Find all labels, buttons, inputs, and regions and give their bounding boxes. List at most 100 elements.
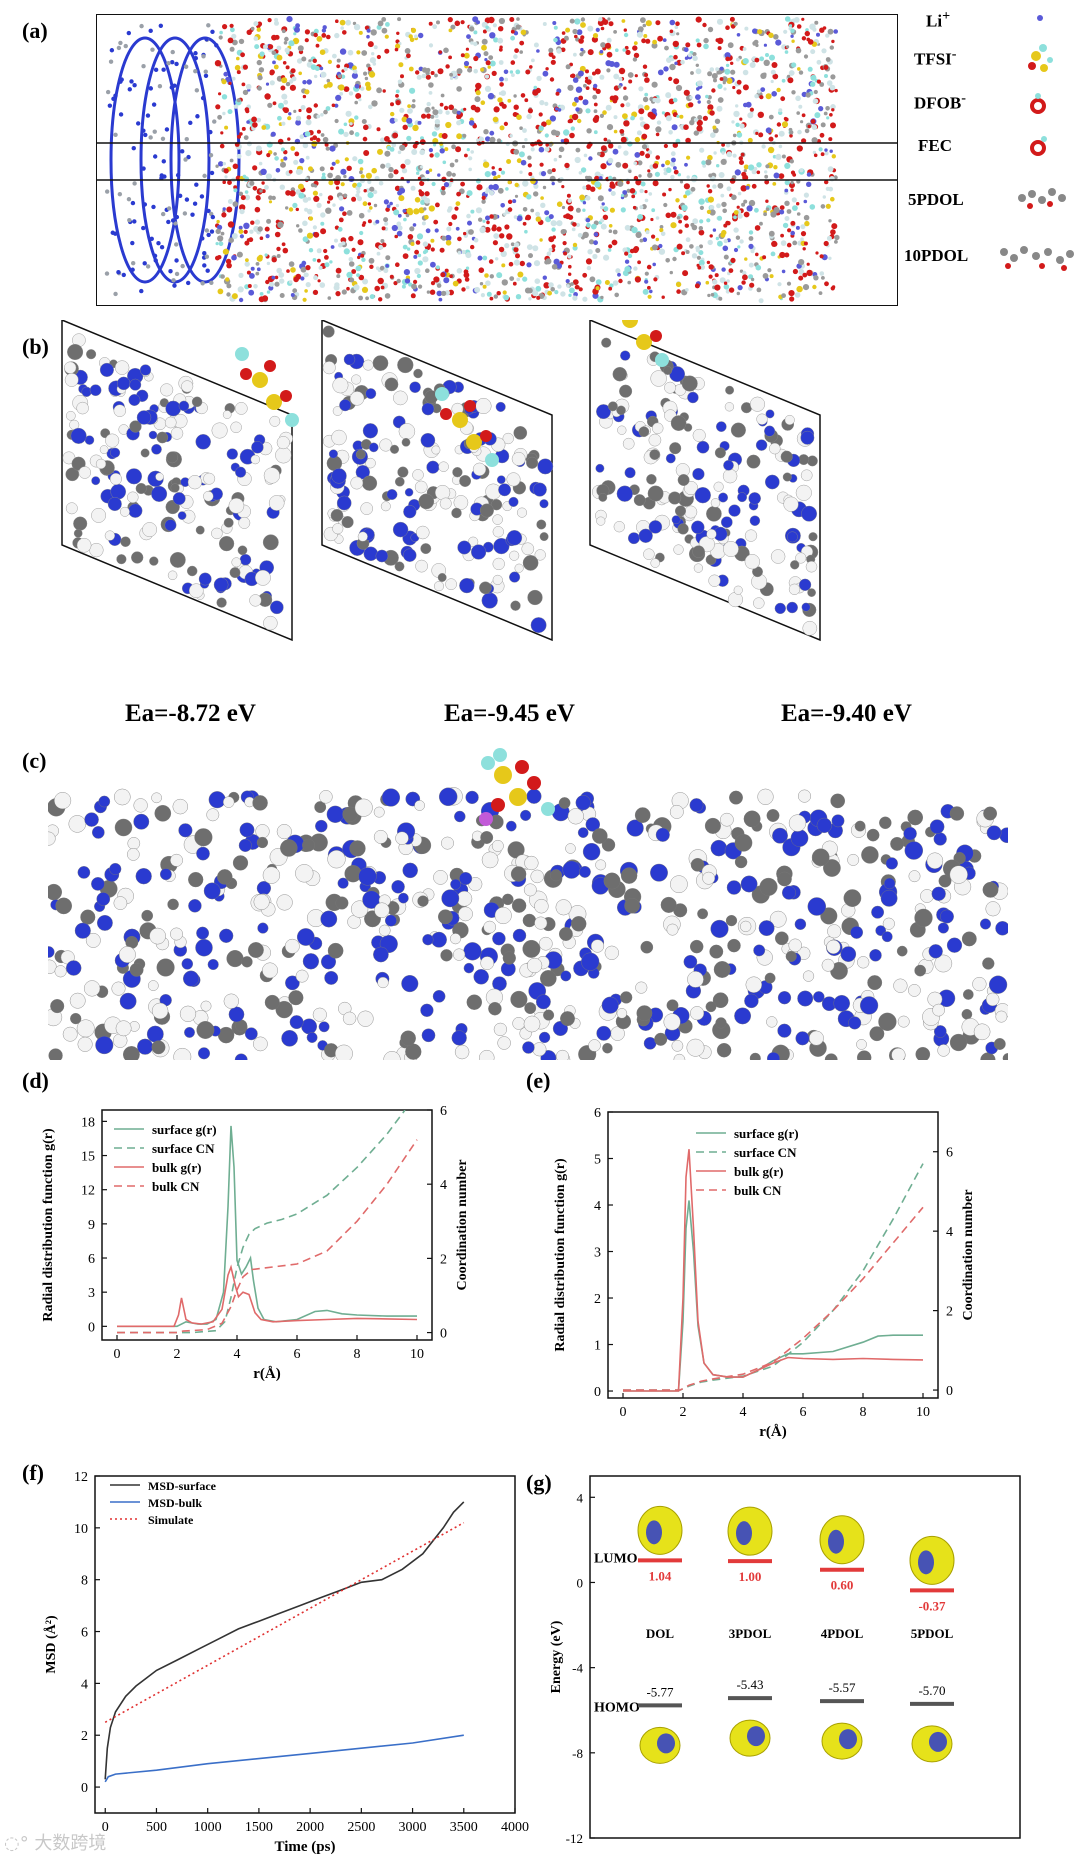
- electrolyte-atom: [698, 198, 705, 205]
- electrolyte-atom: [354, 83, 360, 89]
- electrolyte-atom: [582, 208, 586, 212]
- cof-atom: [118, 79, 123, 84]
- electrolyte-atom: [244, 194, 251, 201]
- electrolyte-atom: [273, 152, 277, 156]
- slab-atom: [640, 940, 654, 954]
- slab-atom: [170, 853, 183, 867]
- electrolyte-atom: [355, 265, 362, 272]
- electrolyte-atom: [331, 161, 336, 166]
- electrolyte-atom: [376, 54, 381, 60]
- electrolyte-atom: [760, 87, 766, 92]
- electrolyte-atom: [717, 37, 724, 44]
- framework-atom: [328, 449, 338, 459]
- electrolyte-atom: [215, 164, 219, 168]
- electrolyte-atom: [754, 57, 760, 63]
- electrolyte-atom: [769, 54, 775, 61]
- electrolyte-atom: [227, 180, 232, 186]
- slab-atom: [555, 899, 572, 916]
- electrolyte-atom: [515, 253, 520, 259]
- electrolyte-atom: [834, 234, 840, 241]
- slab-atom: [788, 814, 807, 832]
- electrolyte-atom: [645, 230, 650, 235]
- electrolyte-atom: [656, 120, 662, 125]
- electrolyte-atom: [463, 107, 467, 111]
- electrolyte-atom: [489, 214, 494, 219]
- cof-atom: [203, 69, 208, 74]
- slab-atom: [749, 1052, 761, 1060]
- y-tick-label: 6: [88, 1252, 95, 1267]
- electrolyte-atom: [781, 78, 786, 83]
- framework-atom: [706, 529, 717, 540]
- slab-atom: [807, 897, 826, 916]
- electrolyte-atom: [430, 247, 435, 252]
- electrolyte-atom: [723, 254, 729, 260]
- framework-atom: [228, 497, 245, 514]
- electrolyte-atom: [389, 147, 395, 152]
- adsorption-cell-3: [589, 320, 821, 642]
- electrolyte-atom: [465, 252, 472, 259]
- electrolyte-atom: [367, 66, 372, 72]
- electrolyte-atom: [651, 81, 658, 88]
- electrolyte-atom: [504, 77, 509, 82]
- electrolyte-atom: [347, 49, 354, 56]
- electrolyte-atom: [778, 130, 785, 137]
- electrolyte-atom: [545, 119, 552, 126]
- electrolyte-atom: [480, 293, 485, 298]
- framework-atom: [453, 495, 469, 510]
- electrolyte-atom: [226, 292, 231, 297]
- framework-atom: [619, 384, 633, 398]
- electrolyte-atom: [421, 221, 426, 226]
- framework-atom: [195, 525, 205, 535]
- adsorbate-atom: [466, 434, 482, 450]
- x-tick-label: 2: [174, 1347, 181, 1362]
- slab-atom: [421, 1028, 436, 1043]
- electrolyte-atom: [572, 77, 579, 83]
- electrolyte-atom: [287, 116, 292, 121]
- cof-atom: [175, 172, 181, 178]
- electrolyte-atom: [256, 59, 262, 66]
- electrolyte-atom: [348, 257, 354, 262]
- electrolyte-atom: [473, 55, 479, 62]
- slab-atom: [769, 910, 787, 928]
- electrolyte-atom: [695, 16, 702, 23]
- electrolyte-atom: [670, 211, 677, 218]
- framework-atom: [187, 475, 202, 490]
- electrolyte-atom: [371, 167, 378, 174]
- electrolyte-atom: [446, 226, 452, 232]
- electrolyte-atom: [264, 253, 268, 257]
- cof-atom: [184, 136, 189, 142]
- electrolyte-atom: [304, 29, 310, 35]
- electrolyte-atom: [456, 120, 462, 126]
- electrolyte-atom: [648, 192, 653, 196]
- cof-atom: [123, 43, 128, 49]
- electrolyte-atom: [522, 221, 527, 226]
- electrolyte-atom: [790, 180, 794, 185]
- electrolyte-atom: [298, 192, 305, 199]
- electrolyte-atom: [569, 18, 575, 24]
- electrolyte-atom: [652, 39, 657, 45]
- legend-label: bulk CN: [152, 1179, 200, 1194]
- electrolyte-atom: [382, 89, 386, 93]
- electrolyte-atom: [609, 283, 614, 288]
- slab-atom: [48, 959, 57, 974]
- electrolyte-atom: [413, 208, 420, 215]
- electrolyte-atom: [327, 59, 332, 64]
- electrolyte-atom: [276, 254, 281, 258]
- lumo-orbital-isosurface: [918, 1550, 934, 1575]
- electrolyte-atom: [825, 33, 830, 38]
- framework-atom: [375, 549, 389, 563]
- framework-atom: [129, 420, 142, 433]
- electrolyte-atom: [339, 206, 345, 212]
- slab-atom: [80, 909, 96, 925]
- slab-atom: [149, 927, 166, 945]
- y-tick-label: 10: [74, 1522, 88, 1537]
- y-tick-label: 1: [594, 1339, 601, 1354]
- electrolyte-atom: [685, 237, 691, 243]
- electrolyte-atom: [830, 229, 836, 235]
- electrolyte-atom: [773, 172, 780, 179]
- legend-label: bulk CN: [734, 1183, 782, 1198]
- slab-atom: [710, 919, 729, 938]
- electrolyte-atom: [669, 19, 676, 26]
- slab-atom: [881, 931, 893, 943]
- electrolyte-atom: [456, 191, 461, 197]
